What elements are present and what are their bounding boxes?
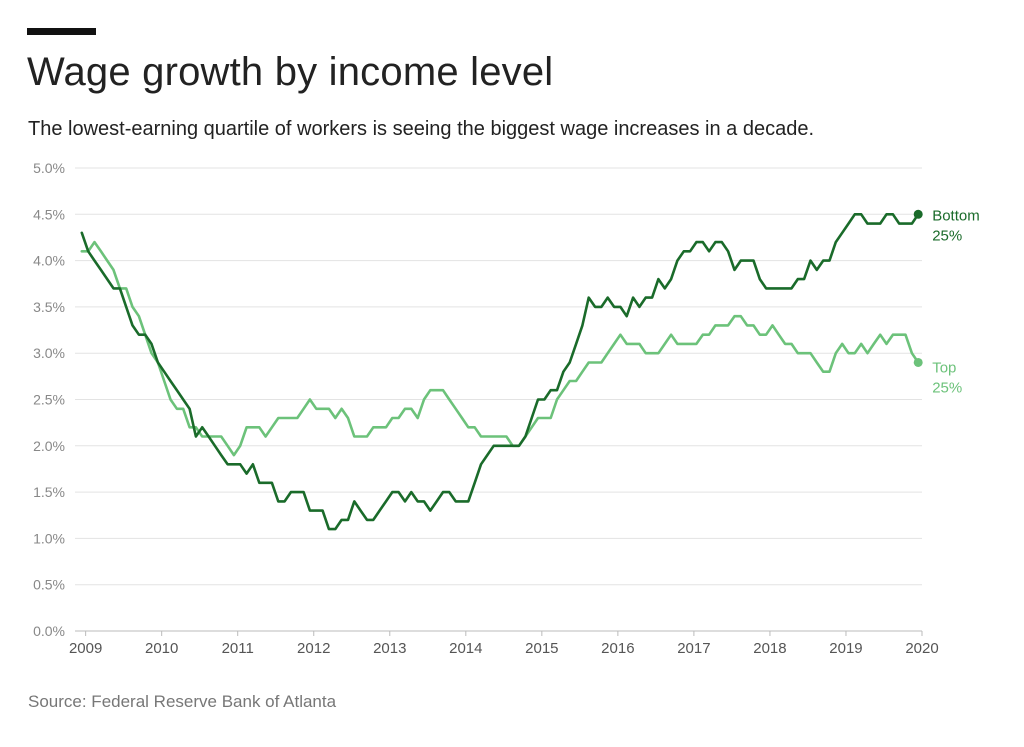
series-endpoint-bottom-25 (913, 209, 923, 219)
x-tick-label: 2020 (905, 640, 938, 657)
series-label-top-25: Top 25% (932, 359, 962, 396)
x-tick-label: 2017 (677, 640, 710, 657)
header-rule (27, 28, 96, 35)
x-tick-label: 2019 (829, 640, 862, 657)
series-endpoint-top-25 (913, 357, 923, 367)
y-axis-ticks: 0.0% 0.5% 1.0% 1.5% 2.0% 2.5% 3.0% 3.5% 4.0% 4.5%… (33, 160, 65, 639)
x-tick-label: 2014 (449, 640, 482, 657)
y-tick-label: 4.5% (33, 206, 65, 222)
chart-title: Wage growth by income level (27, 50, 554, 94)
y-tick-label: 0.0% (33, 623, 65, 639)
y-tick-label: 3.0% (33, 345, 65, 361)
grid (75, 167, 922, 632)
x-tick-label: 2009 (69, 640, 102, 657)
series-label-bottom-25: Bottom 25% (932, 207, 980, 244)
y-tick-label: 1.0% (33, 530, 65, 546)
y-tick-label: 5.0% (33, 160, 65, 176)
x-tick-label: 2018 (753, 640, 786, 657)
y-tick-label: 4.0% (33, 253, 65, 269)
y-tick-label: 0.5% (33, 577, 65, 593)
series-labels: Top 25% Bottom 25% (932, 207, 980, 396)
x-tick-label: 2013 (373, 640, 406, 657)
series-line-top-25 (80, 240, 920, 457)
y-tick-label: 2.5% (33, 392, 65, 408)
x-tick-label: 2012 (297, 640, 330, 657)
x-tick-label: 2016 (601, 640, 634, 657)
source-note: Source: Federal Reserve Bank of Atlanta (28, 692, 337, 711)
y-tick-label: 1.5% (33, 484, 65, 500)
x-tick-label: 2015 (525, 640, 558, 657)
series (80, 209, 923, 531)
x-tick-label: 2011 (222, 640, 254, 657)
x-axis-ticks: 2009 2010 2011 2012 2013 2014 2015 2016 2017 2018… (69, 631, 939, 657)
y-tick-label: 3.5% (33, 299, 65, 315)
series-line-bottom-25 (80, 213, 920, 531)
x-tick-label: 2010 (145, 640, 178, 657)
y-tick-label: 2.0% (33, 438, 65, 454)
chart-subtitle: The lowest-earning quartile of workers i… (28, 118, 814, 140)
